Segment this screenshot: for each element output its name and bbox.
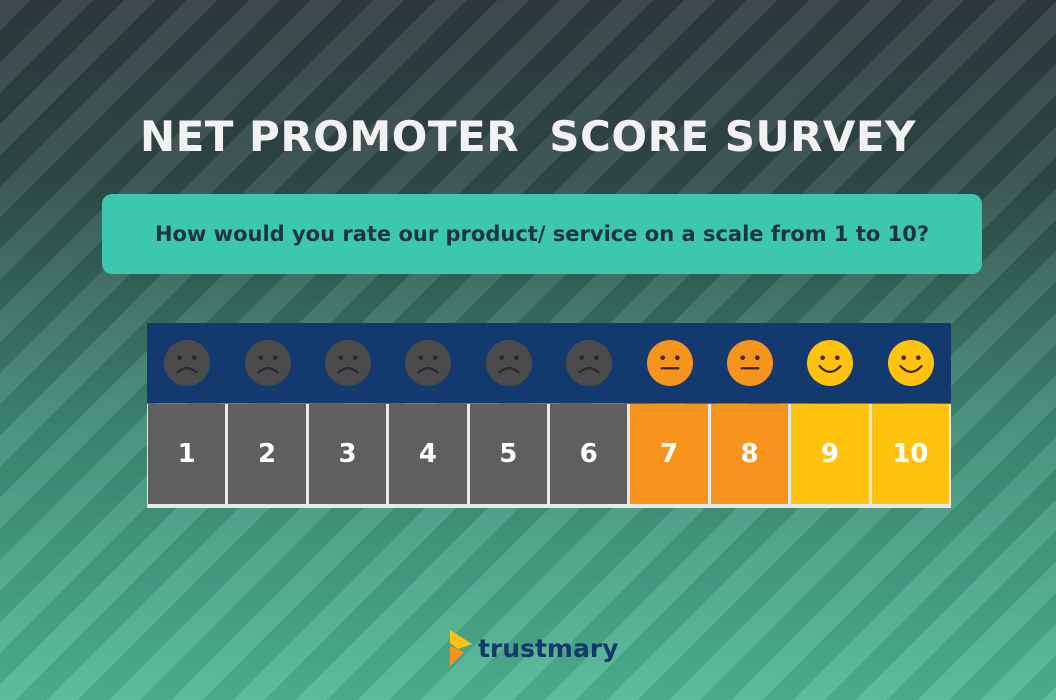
question-banner: How would you rate our product/ service … (102, 194, 982, 274)
score-1-cell[interactable]: 1 (148, 404, 226, 504)
happy-face-icon (807, 340, 854, 386)
happy-face-icon (887, 340, 934, 386)
face-cell (308, 323, 388, 403)
sad-face-icon (485, 340, 532, 386)
face-cell (549, 323, 629, 403)
score-8-cell[interactable]: 8 (710, 404, 789, 504)
score-2-cell[interactable]: 2 (228, 404, 306, 504)
score-6-cell[interactable]: 6 (550, 404, 628, 504)
brand-logo: trustmary (450, 628, 618, 668)
trustmary-logo-icon (450, 630, 472, 666)
score-9-cell[interactable]: 9 (791, 404, 869, 504)
sad-face-icon (244, 340, 291, 386)
score-3-cell[interactable]: 3 (308, 404, 387, 504)
face-cell (469, 323, 549, 403)
sad-face-icon (324, 340, 371, 386)
face-cell (388, 323, 468, 403)
score-4-cell[interactable]: 4 (389, 404, 467, 504)
number-row: 1 2 3 4 5 6 7 8 9 10 (147, 404, 951, 508)
score-7-cell[interactable]: 7 (630, 404, 708, 504)
score-10-cell[interactable]: 10 (871, 404, 949, 504)
question-text: How would you rate our product/ service … (154, 222, 930, 246)
emoji-row (147, 323, 951, 403)
face-cell (790, 323, 870, 403)
face-cell (629, 323, 709, 403)
neutral-face-icon (726, 340, 773, 386)
score-5-cell[interactable]: 5 (469, 404, 547, 504)
logo-text: trustmary (478, 633, 619, 663)
face-cell (871, 323, 951, 403)
sad-face-icon (566, 340, 613, 386)
face-cell (147, 323, 227, 403)
rating-scale: 1 2 3 4 5 6 7 8 9 10 (147, 323, 951, 508)
sad-face-icon (164, 340, 211, 386)
neutral-face-icon (646, 340, 693, 386)
sad-face-icon (405, 340, 452, 386)
face-cell (710, 323, 790, 403)
page-title: NET PROMOTER SCORE SURVEY (139, 112, 917, 161)
face-cell (227, 323, 307, 403)
